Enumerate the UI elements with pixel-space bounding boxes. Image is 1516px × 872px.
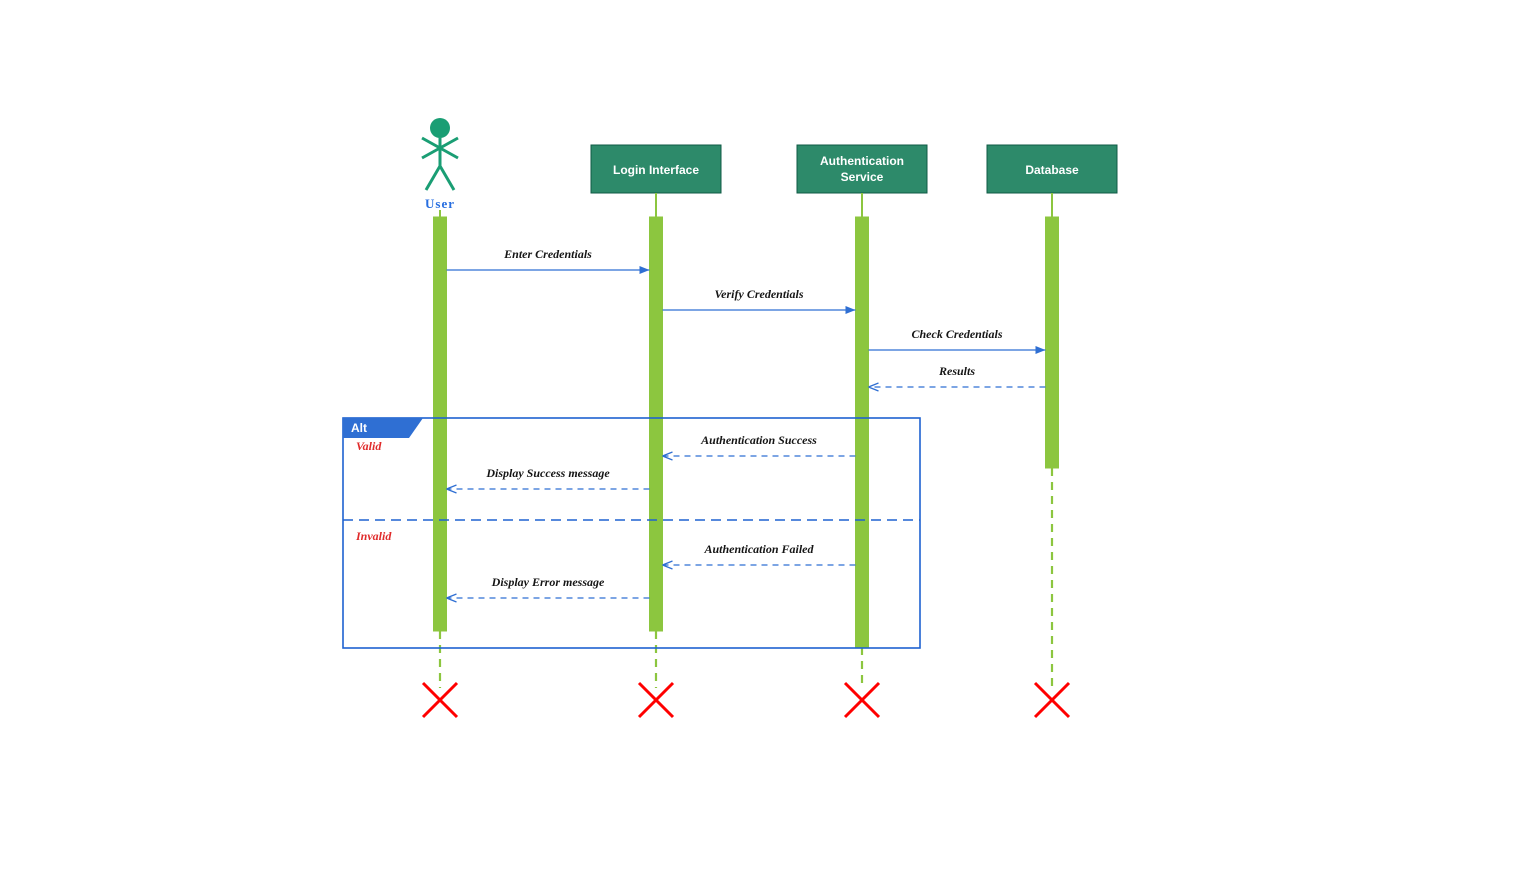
alt-frame: Alt Valid Invalid (343, 418, 920, 648)
participant-label-auth-l2: Service (841, 170, 884, 184)
message-label-7: Display Error message (491, 575, 605, 589)
message-label-3: Results (938, 364, 975, 378)
message-label-6: Authentication Failed (703, 542, 814, 556)
message-label-1: Verify Credentials (715, 287, 804, 301)
actor-label: User (425, 196, 455, 211)
message-label-4: Authentication Success (700, 433, 817, 447)
activation-user (434, 217, 447, 631)
destroy-auth (845, 683, 879, 717)
message-label-0: Enter Credentials (503, 247, 592, 261)
alt-guard-0: Valid (356, 439, 382, 453)
destroy-login (639, 683, 673, 717)
participant-label-auth-l1: Authentication (820, 154, 904, 168)
participant-box-auth (797, 145, 927, 193)
message-label-5: Display Success message (485, 466, 610, 480)
sequence-diagram-canvas: Alt Valid Invalid Enter Credentials Verify C… (0, 0, 1516, 872)
actor-user (422, 118, 458, 190)
destroy-user (423, 683, 457, 717)
participant-label-login: Login Interface (613, 163, 699, 177)
participant-label-db: Database (1025, 163, 1079, 177)
activation-db (1046, 217, 1059, 468)
alt-label-text: Alt (351, 421, 367, 435)
destroy-db (1035, 683, 1069, 717)
message-label-2: Check Credentials (911, 327, 1002, 341)
activation-login (650, 217, 663, 631)
activation-auth (856, 217, 869, 647)
alt-guard-1: Invalid (355, 529, 392, 543)
